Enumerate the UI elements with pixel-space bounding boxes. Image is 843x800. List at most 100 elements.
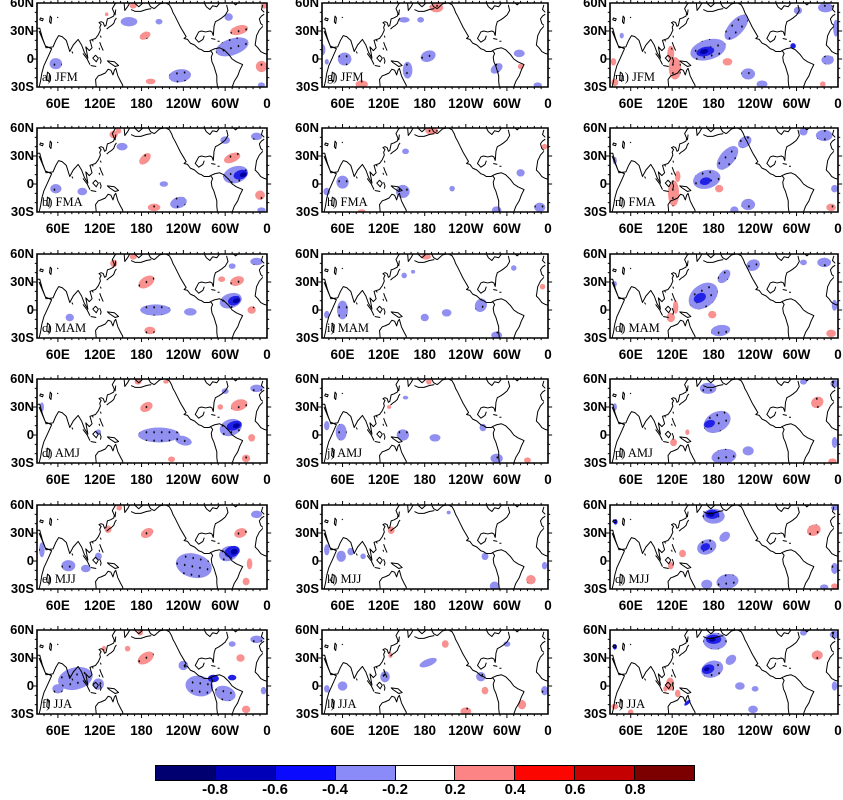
- world-map: [37, 254, 267, 338]
- colorbar-tick-label: -0.4: [322, 781, 348, 798]
- y-tick-label: 30N: [583, 273, 607, 289]
- x-tick-label: 0: [544, 346, 552, 362]
- y-tick-label: 30S: [10, 455, 34, 471]
- map-panel-f: 60N 30N 0 30S 60E 120E 180 120W 60W 0 f) JJA: [1, 623, 267, 755]
- world-map: [322, 379, 548, 463]
- y-tick-label: 60N: [295, 120, 319, 136]
- x-tick-label: 180: [413, 96, 436, 111]
- panel-label: c) MAM: [42, 320, 87, 335]
- x-tick-label: 60E: [618, 221, 643, 237]
- x-tick-label: 120E: [656, 346, 688, 362]
- y-tick-label: 30N: [10, 399, 34, 415]
- y-tick-label: 60N: [10, 120, 34, 136]
- x-tick-label: 60W: [493, 597, 521, 613]
- world-map: [322, 505, 548, 589]
- panel-label: e) MJJ: [42, 571, 76, 586]
- x-tick-label: 60E: [45, 346, 70, 362]
- x-tick-label: 120E: [656, 96, 688, 111]
- x-tick-label: 60E: [330, 96, 355, 111]
- map-panel-e: 60N 30N 0 30S 60E 120E 180 120W 60W 0 e) MJJ: [1, 497, 267, 630]
- x-tick-label: 60E: [45, 472, 70, 488]
- x-tick-label: 180: [130, 472, 153, 488]
- world-map: [610, 128, 838, 212]
- x-tick-label: 60W: [782, 723, 811, 738]
- x-tick-label: 60W: [782, 96, 811, 111]
- x-tick-label: 120E: [83, 597, 116, 613]
- map-panel-g: 60N 30N 0 30S 60E 120E 180 120W 60W 0 g) JFM: [286, 0, 548, 128]
- x-tick-label: 180: [413, 723, 436, 738]
- x-tick-label: 120E: [656, 723, 688, 738]
- colorbar-labels: -0.8 -0.6 -0.4 -0.2 0.2 0.4 0.6 0.8: [155, 781, 695, 800]
- x-tick-label: 60W: [782, 221, 811, 237]
- x-tick-label: 120E: [656, 221, 688, 237]
- y-tick-label: 30S: [295, 580, 319, 596]
- y-tick-label: 0: [26, 51, 34, 66]
- x-tick-label: 120E: [367, 221, 400, 237]
- y-tick-label: 60N: [295, 622, 319, 637]
- world-map: [610, 505, 838, 589]
- x-tick-label: 60W: [211, 346, 240, 362]
- y-tick-label: 0: [599, 176, 607, 192]
- x-tick-label: 60E: [45, 96, 70, 111]
- x-tick-label: 120W: [448, 96, 484, 111]
- x-tick-label: 0: [544, 96, 552, 111]
- colorbar-tick-label: -0.6: [262, 781, 288, 798]
- panel-label: h) FMA: [327, 195, 368, 210]
- colorbar-segment-3: [334, 766, 395, 780]
- x-tick-label: 60W: [211, 723, 240, 738]
- x-tick-label: 120E: [367, 346, 400, 362]
- world-map: [610, 630, 838, 714]
- x-tick-label: 60W: [211, 597, 240, 613]
- y-tick-label: 0: [599, 427, 607, 443]
- x-tick-label: 60W: [493, 96, 521, 111]
- colorbar: [155, 765, 695, 781]
- map-panel-m: 60N 30N 0 30S 60E 120E 180 120W 60W 0 m) JFM: [574, 0, 838, 128]
- colorbar-tick-label: -0.8: [202, 781, 228, 798]
- y-tick-label: 30N: [10, 524, 34, 540]
- y-tick-label: 0: [311, 427, 319, 443]
- x-tick-label: 60W: [493, 221, 521, 237]
- y-tick-label: 60N: [583, 0, 607, 10]
- world-map: [37, 630, 267, 714]
- panel-label: n) FMA: [615, 195, 656, 210]
- x-tick-label: 120E: [367, 597, 400, 613]
- colorbar-segment-0: [156, 766, 215, 780]
- world-map: [37, 128, 267, 212]
- y-tick-label: 30N: [583, 524, 607, 540]
- x-tick-label: 180: [130, 723, 153, 738]
- x-tick-label: 120W: [165, 723, 201, 738]
- y-tick-label: 60N: [295, 245, 319, 261]
- x-tick-label: 120W: [448, 472, 484, 488]
- colorbar-segment-5: [454, 766, 515, 780]
- x-tick-label: 120E: [656, 472, 688, 488]
- colorbar-segment-1: [214, 766, 275, 780]
- world-map: [37, 3, 267, 87]
- colorbar-tick-label: 0.6: [564, 781, 586, 798]
- x-tick-label: 120W: [165, 346, 201, 362]
- y-tick-label: 30N: [10, 148, 34, 164]
- x-tick-label: 120W: [448, 723, 484, 738]
- x-tick-label: 60E: [618, 597, 643, 613]
- y-tick-label: 60N: [295, 0, 319, 10]
- y-tick-label: 0: [599, 301, 607, 317]
- colorbar-tick-label: 0.8: [624, 781, 646, 798]
- y-tick-label: 0: [311, 552, 319, 568]
- world-map: [322, 128, 548, 212]
- panel-label: i) MAM: [327, 320, 370, 335]
- x-tick-label: 60E: [330, 221, 355, 237]
- y-tick-label: 30S: [10, 329, 34, 345]
- x-tick-label: 120E: [83, 221, 116, 237]
- colorbar-segment-2: [274, 766, 335, 780]
- y-tick-label: 0: [311, 678, 319, 693]
- x-tick-label: 0: [834, 723, 842, 738]
- map-panel-r: 60N 30N 0 30S 60E 120E 180 120W 60W 0 r) JJA: [574, 623, 838, 755]
- y-tick-label: 30S: [583, 455, 607, 471]
- x-tick-label: 180: [413, 472, 436, 488]
- x-tick-label: 60E: [330, 723, 355, 738]
- y-tick-label: 60N: [10, 245, 34, 261]
- x-tick-label: 60E: [330, 597, 355, 613]
- y-tick-label: 30S: [583, 79, 607, 94]
- world-map: [322, 3, 548, 87]
- y-tick-label: 30N: [295, 23, 319, 38]
